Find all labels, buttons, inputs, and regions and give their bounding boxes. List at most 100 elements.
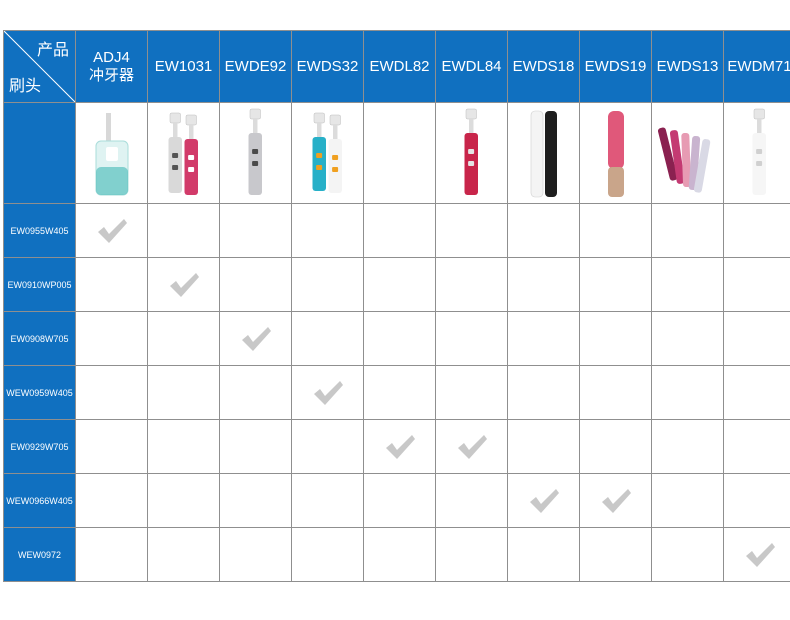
product-image-cell (508, 103, 579, 203)
compatibility-cell (148, 312, 219, 365)
product-name: EWDS18 (512, 57, 575, 75)
compatibility-cell (436, 258, 507, 311)
multicolor-toothbrush-set-icon (657, 127, 710, 193)
product-header: EWDS18 (508, 31, 579, 102)
corner-diagonal-line (4, 31, 75, 102)
compatibility-cell (220, 258, 291, 311)
product-image-cell (220, 103, 291, 203)
brush-head-label: EW0910WP005 (4, 258, 75, 311)
brush-head-label: EW0929W705 (4, 420, 75, 473)
product-image-cell (436, 103, 507, 203)
compatibility-cell (76, 474, 147, 527)
product-image-cell (652, 103, 723, 203)
compatibility-cell (220, 312, 291, 365)
compatibility-cell (364, 366, 435, 419)
compatibility-cell (148, 366, 219, 419)
brush-head-label: EW0955W405 (4, 204, 75, 257)
compatibility-cell (724, 204, 790, 257)
pink-gold-toothbrush-icon (607, 111, 624, 197)
product-header: EWDE92 (220, 31, 291, 102)
compatibility-cell (148, 528, 219, 581)
product-image-cell (580, 103, 651, 203)
black-white-toothbrush-icon (530, 110, 557, 198)
image-row-label (4, 103, 75, 203)
compatibility-cell (508, 258, 579, 311)
compatibility-cell (508, 528, 579, 581)
compatibility-cell (652, 366, 723, 419)
compatibility-cell (76, 420, 147, 473)
checkmark-icon (241, 326, 271, 351)
compatibility-cell (652, 204, 723, 257)
compatibility-cell (580, 474, 651, 527)
compatibility-cell (148, 420, 219, 473)
product-header: EWDL84 (436, 31, 507, 102)
checkmark-icon (601, 488, 631, 513)
product-name: EW1031 (154, 57, 213, 75)
product-header: EWDM71 (724, 31, 790, 102)
white-toothbrush-icon (752, 108, 766, 195)
compatibility-cell (508, 204, 579, 257)
compatibility-cell (724, 528, 790, 581)
product-header-text: EWDE92 (225, 58, 287, 76)
compatibility-cell (580, 366, 651, 419)
compatibility-cell (76, 258, 147, 311)
product-image-cell (292, 103, 363, 203)
product-header-text: EWDS32 (297, 58, 359, 76)
checkmark-icon (313, 380, 343, 405)
checkmark-icon (97, 218, 127, 243)
product-header-text: EWDS18 (513, 58, 575, 76)
compatibility-cell (436, 474, 507, 527)
product-subtitle: 冲牙器 (88, 66, 134, 84)
compatibility-cell (652, 258, 723, 311)
product-header-text: EWDL82 (369, 58, 429, 76)
compatibility-cell (652, 420, 723, 473)
compatibility-cell (76, 312, 147, 365)
product-header: EWDS13 (652, 31, 723, 102)
compatibility-cell (508, 420, 579, 473)
compatibility-cell (220, 366, 291, 419)
product-header-text: EWDL84 (441, 58, 501, 76)
corner-product-label: 产品 (36, 42, 69, 59)
product-name: EWDL84 (441, 57, 502, 75)
compatibility-cell (220, 420, 291, 473)
compatibility-cell (220, 204, 291, 257)
compatibility-cell (724, 474, 790, 527)
product-header-text: EWDS19 (585, 58, 647, 76)
compatibility-cell (364, 312, 435, 365)
compatibility-cell (580, 204, 651, 257)
compatibility-cell (364, 528, 435, 581)
red-toothbrush-icon (464, 108, 478, 195)
silver-toothbrush-icon (248, 108, 262, 195)
checkmark-icon (745, 542, 775, 567)
compatibility-cell (148, 474, 219, 527)
product-header-text: EWDM71 (727, 58, 790, 76)
product-name: EWDS13 (656, 57, 719, 75)
compatibility-cell (652, 312, 723, 365)
compatibility-cell (364, 258, 435, 311)
compatibility-cell (724, 420, 790, 473)
product-image-cell (76, 103, 147, 203)
compatibility-cell (364, 204, 435, 257)
product-header: EWDL82 (364, 31, 435, 102)
checkmark-icon (385, 434, 415, 459)
brush-head-label: EW0908W705 (4, 312, 75, 365)
compatibility-cell (76, 204, 147, 257)
product-header-text: ADJ4 冲牙器 (89, 49, 134, 85)
product-header: EW1031 (148, 31, 219, 102)
compatibility-cell (580, 528, 651, 581)
checkmark-icon (457, 434, 487, 459)
product-header: ADJ4 冲牙器 (76, 31, 147, 102)
compatibility-cell (220, 474, 291, 527)
compatibility-cell (508, 366, 579, 419)
compatibility-cell (580, 420, 651, 473)
compatibility-cell (724, 312, 790, 365)
compatibility-cell (292, 474, 363, 527)
compatibility-cell (724, 366, 790, 419)
product-header-text: EW1031 (155, 58, 213, 76)
product-name: EWDS19 (584, 57, 647, 75)
compatibility-table: 产品 刷头 ADJ4 冲牙器 EW1031 EWDE92 EWDS32 EWDL82 EWDL8… (3, 30, 790, 582)
compatibility-cell (508, 474, 579, 527)
compatibility-cell (148, 204, 219, 257)
compatibility-cell (364, 474, 435, 527)
compatibility-cell (292, 258, 363, 311)
